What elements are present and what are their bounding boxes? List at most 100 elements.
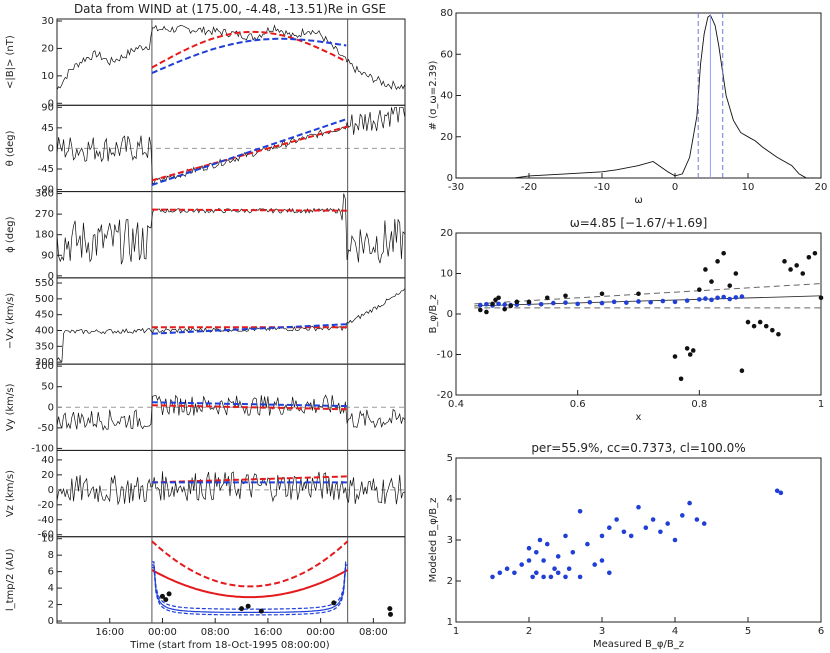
left-panel-5: -60 -40 -20 0 20 40 Vz (km/s)	[5, 449, 406, 541]
y-tick-label: 10	[41, 71, 54, 82]
l-black-point	[388, 611, 393, 617]
left-panel-6: 0 2 4 6 8 10 l_tmp/2 (AU)	[5, 534, 406, 627]
blue-point	[715, 295, 720, 301]
scatter-point	[530, 574, 535, 580]
histogram-line	[456, 14, 821, 179]
x-tick-label: -10	[594, 182, 610, 193]
blue-point	[648, 299, 653, 305]
scatter-point	[563, 574, 568, 580]
black-point	[478, 307, 483, 313]
x-tick-label: 4	[672, 626, 678, 637]
scatter-point	[599, 558, 605, 563]
modeled-vs-measured-scatter: 1 2 3 4 5 6 1 2 3 4 5 Measured B_φ/B_z Modeled B_φ/B…	[428, 441, 824, 650]
x-tick-label: 0.6	[570, 399, 586, 410]
scatter-point	[658, 529, 663, 535]
black-point	[818, 295, 824, 301]
scatter-point	[687, 500, 692, 506]
model-red	[151, 208, 348, 212]
black-point	[690, 348, 696, 353]
blue-point	[502, 302, 507, 307]
x-tick-label: 0	[672, 182, 678, 193]
scatter-point	[512, 570, 517, 576]
y-tick-label: 450	[35, 310, 54, 321]
black-point	[697, 287, 702, 293]
scatter-point	[541, 574, 546, 580]
panel-frame	[56, 191, 406, 279]
y-tick-label: 4	[447, 494, 453, 505]
left-stack-figure: Data from WIND at (175.00, -4.48, -13.51…	[5, 2, 406, 651]
left-panel-1: -90 -45 0 45 90 θ (deg)	[5, 102, 406, 196]
blue-point	[551, 300, 556, 306]
left-panel-2: 0 90 180 270 360 ϕ (deg)	[5, 189, 406, 282]
y-tick-label: 2	[447, 576, 453, 587]
y-tick-label: 0	[48, 271, 54, 282]
left-panel-3: 300 350 400 450 500 550 −Vx (km/s)	[5, 277, 406, 368]
scatter-point	[628, 533, 634, 539]
black-point	[812, 250, 818, 256]
blue-point	[484, 301, 489, 307]
measured-trace	[56, 394, 405, 431]
blue-point	[587, 299, 593, 305]
scatter-point	[504, 566, 510, 571]
blue-point	[575, 301, 580, 307]
y-tick-label: 10	[41, 534, 54, 545]
blue-point	[709, 297, 714, 303]
scatter-point	[534, 550, 539, 555]
scatter-point	[607, 570, 612, 576]
y-tick-label: 0	[48, 616, 54, 627]
y-tick-label: 90	[41, 250, 54, 261]
blue-point	[739, 294, 745, 299]
scatter-point	[672, 537, 678, 543]
y-axis-label: B_φ/B_z	[428, 295, 439, 334]
scatter-point	[555, 554, 561, 559]
scatter-point	[614, 517, 619, 522]
l-model-red-solid	[151, 569, 349, 599]
x-axis-label: ω	[634, 195, 642, 206]
y-tick-label: -45	[38, 164, 54, 175]
x-tick-label: 16:00	[253, 627, 282, 638]
x-tick-label: 00:00	[306, 627, 335, 638]
scatter-point	[694, 517, 700, 522]
blue-point	[727, 296, 733, 302]
black-point	[687, 352, 693, 357]
model-blue	[151, 117, 349, 186]
y-tick-label: 90	[41, 102, 54, 113]
l-model-red-dashed	[151, 540, 349, 588]
left-panel-0: 0 10 20 30 <|B|> (nT)	[5, 16, 406, 109]
chart-title: ω=4.85 [−1.67/+1.69]	[570, 216, 708, 230]
scatter-point	[519, 562, 524, 567]
scatter-point	[537, 537, 543, 543]
x-tick-label: 0.8	[691, 399, 707, 410]
blue-point	[599, 300, 605, 306]
scatter-point	[526, 558, 532, 563]
x-tick-label: -20	[521, 182, 537, 193]
y-tick-label: 270	[35, 209, 54, 220]
panel-frame	[56, 18, 406, 106]
measured-trace	[56, 24, 406, 91]
black-point	[484, 309, 489, 315]
y-tick-label: 20	[41, 470, 54, 481]
x-tick-label: 0.4	[448, 399, 464, 410]
y-tick-label: 45	[41, 123, 54, 134]
x-tick-label: 3	[599, 626, 605, 637]
blue-point	[684, 298, 690, 303]
black-point	[727, 283, 733, 288]
x-tick-label: -30	[448, 182, 464, 193]
y-axis-label: # (σ_ω=2.39)	[428, 61, 439, 131]
scatter-point	[585, 541, 590, 547]
blue-point	[478, 302, 483, 308]
x-tick-label: 10	[742, 182, 755, 193]
scatter-point	[778, 490, 784, 496]
y-axis-label: Vy (km/s)	[5, 383, 16, 431]
scatter-point	[701, 521, 707, 526]
x-tick-label: 5	[745, 626, 751, 637]
black-point	[599, 291, 605, 297]
y-axis-label: <|B|> (nT)	[5, 35, 16, 89]
x-tick-label: 08:00	[359, 627, 388, 638]
blue-point	[636, 299, 641, 304]
left-title: Data from WIND at (175.00, -4.48, -13.51…	[74, 2, 386, 16]
plot-frame	[455, 232, 822, 396]
model-red	[151, 30, 347, 69]
